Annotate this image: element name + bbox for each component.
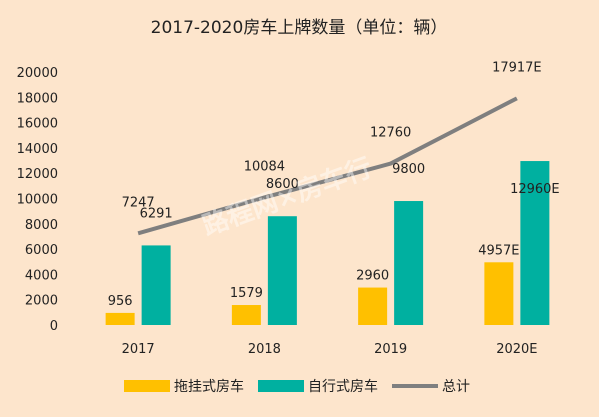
legend-swatch [258, 380, 304, 392]
legend-label: 总计 [442, 379, 470, 395]
total-value-label: 17917E [492, 60, 542, 75]
x-axis-ticks: 2017 2018 2019 2020E [122, 342, 538, 357]
total-line [137, 96, 518, 236]
trailer-rv-bar [484, 262, 514, 325]
x-tick-label: 2017 [122, 342, 155, 357]
y-tick-label: 14000 [17, 142, 58, 157]
x-tick-label: 2020E [496, 342, 537, 357]
trailer-rv-value-label: 956 [108, 294, 133, 309]
trailer-rv-bar [105, 312, 135, 325]
motorhome-bar [267, 216, 297, 325]
trailer-rv-bar [231, 305, 261, 325]
trailer-rv-value-label: 2960 [356, 269, 389, 284]
y-axis-ticks: 0 2000 4000 6000 8000 10000 12000 14000 16000 180… [17, 66, 58, 334]
motorhome-value-label: 8600 [266, 177, 299, 192]
data-labels-group: 956 1579 2960 4957E 6291 8600 9800 12960E 7247 10… [108, 60, 560, 309]
motorhome-bar [141, 245, 171, 325]
motorhome-bar [520, 161, 550, 325]
x-tick-label: 2018 [248, 342, 281, 357]
bars-group [105, 161, 550, 325]
trailer-rv-bar [358, 287, 388, 325]
motorhome-value-label: 9800 [392, 162, 425, 177]
y-tick-label: 20000 [17, 66, 58, 81]
legend: 拖挂式房车 自行式房车 总计 [124, 378, 470, 395]
total-value-label: 7247 [122, 195, 155, 210]
legend-label: 自行式房车 [308, 378, 378, 395]
y-tick-label: 6000 [25, 243, 58, 258]
motorhome-value-label: 6291 [140, 206, 173, 221]
legend-swatch [124, 380, 170, 392]
y-tick-label: 18000 [17, 91, 58, 106]
y-tick-label: 10000 [17, 193, 58, 208]
total-value-label: 10084 [244, 159, 285, 174]
x-tick-label: 2019 [374, 342, 407, 357]
y-tick-label: 4000 [25, 268, 58, 283]
trailer-rv-value-label: 4957E [478, 243, 519, 258]
y-tick-label: 16000 [17, 117, 58, 132]
y-tick-label: 12000 [17, 167, 58, 182]
y-tick-label: 2000 [25, 294, 58, 309]
legend-label: 拖挂式房车 [174, 378, 244, 395]
motorhome-bar [394, 201, 424, 325]
motorhome-value-label: 12960E [510, 182, 560, 197]
total-line-group [137, 96, 518, 236]
y-tick-label: 0 [50, 319, 58, 334]
total-value-label: 12760 [370, 126, 411, 141]
chart-title: 2017-2020房车上牌数量（单位：辆） [151, 18, 448, 38]
trailer-rv-value-label: 1579 [230, 286, 263, 301]
y-tick-label: 8000 [25, 218, 58, 233]
